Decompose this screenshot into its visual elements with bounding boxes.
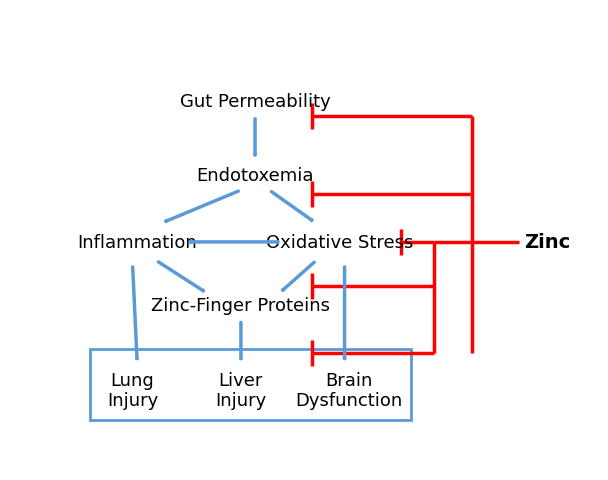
Text: Gut Permeability: Gut Permeability bbox=[180, 93, 330, 111]
Text: Zinc: Zinc bbox=[523, 233, 570, 252]
Text: Lung
Injury: Lung Injury bbox=[107, 371, 158, 409]
Text: Oxidative Stress: Oxidative Stress bbox=[266, 233, 413, 252]
Text: Inflammation: Inflammation bbox=[77, 233, 197, 252]
Text: Zinc-Finger Proteins: Zinc-Finger Proteins bbox=[151, 296, 330, 314]
Text: Endotoxemia: Endotoxemia bbox=[196, 167, 314, 185]
Bar bbox=[90, 349, 410, 420]
Text: Liver
Injury: Liver Injury bbox=[215, 371, 266, 409]
Text: Brain
Dysfunction: Brain Dysfunction bbox=[295, 371, 403, 409]
